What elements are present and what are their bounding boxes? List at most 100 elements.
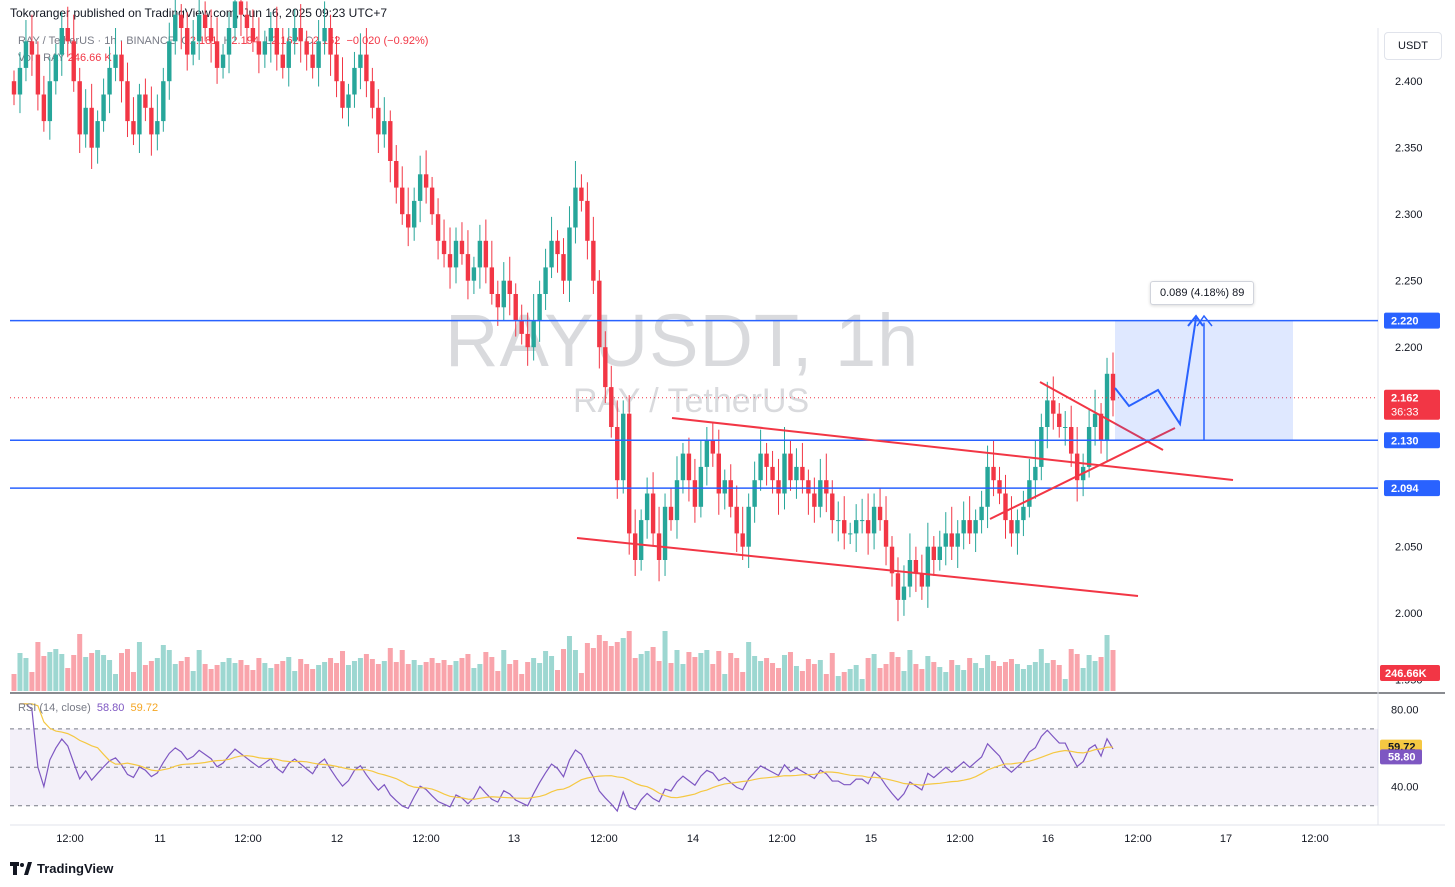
volume-bar	[172, 664, 178, 691]
candle-body	[537, 294, 542, 321]
volume-bar	[280, 661, 286, 691]
candle-body	[173, 14, 178, 42]
rsi-tag-label: 58.80	[1388, 751, 1416, 763]
volume-legend[interactable]: Vol · RAY 246.66 K	[18, 52, 112, 64]
candle-body	[29, 41, 35, 55]
candle-body	[913, 560, 919, 574]
candle-body	[113, 54, 118, 68]
candle-body	[853, 520, 859, 534]
candle-body	[358, 54, 363, 68]
x-tick-label: 12:00	[1124, 833, 1152, 845]
candle-body	[346, 94, 351, 108]
candle-body	[752, 480, 757, 507]
candle-body	[650, 493, 656, 534]
volume-bar	[680, 664, 686, 691]
candle-body	[573, 187, 578, 228]
volume-bar	[668, 663, 674, 691]
volume-bar	[859, 679, 865, 691]
candle-body	[692, 480, 698, 507]
candle-body	[937, 546, 942, 560]
volume-bar	[83, 657, 89, 691]
volume-bar	[363, 654, 369, 691]
candle-body	[304, 41, 309, 55]
volume-bar	[202, 664, 208, 691]
tradingview-brand[interactable]: TradingView	[10, 861, 113, 876]
candle-body	[859, 520, 865, 522]
volume-bar	[142, 665, 148, 691]
rsi-legend[interactable]: RSI (14, close) 58.80 59.72	[18, 702, 158, 714]
candle-body	[465, 254, 471, 281]
volume-bar	[232, 663, 238, 691]
volume-bar	[119, 653, 125, 691]
volume-bar	[793, 666, 799, 691]
volume-bar	[979, 668, 985, 691]
level-tag	[1384, 432, 1440, 449]
rsi-value: 58.80	[96, 702, 125, 714]
candle-body	[585, 200, 590, 241]
volume-bar	[608, 646, 614, 691]
candle-body	[394, 161, 399, 188]
x-tick-label: 12	[331, 833, 343, 845]
candle-body	[256, 41, 262, 55]
volume-bar	[901, 671, 907, 691]
volume-bar	[829, 653, 835, 691]
candle-body	[477, 240, 483, 268]
projection-path	[1114, 317, 1197, 427]
candle-body	[185, 28, 190, 55]
volume-bar	[148, 661, 154, 691]
volume-bar	[847, 669, 853, 691]
volume-bar	[101, 655, 107, 691]
level-tag	[1384, 312, 1440, 329]
volume-bar	[1062, 679, 1068, 691]
volume-bar	[429, 658, 435, 691]
candle-body	[627, 413, 632, 534]
volume-bar	[513, 660, 519, 691]
volume-bar	[698, 653, 704, 691]
volume-bar	[507, 664, 513, 691]
candle-body	[591, 240, 596, 281]
candle-body	[722, 480, 727, 494]
x-tick-label: 12:00	[56, 833, 84, 845]
y-tick-label: 2.300	[1395, 209, 1423, 221]
volume-bar	[973, 663, 979, 691]
volume-bar	[758, 661, 764, 691]
volume-bar	[1020, 669, 1026, 691]
candle-body	[23, 41, 29, 68]
x-tick-label: 11	[154, 833, 165, 845]
volume-bar	[11, 674, 17, 691]
candle-body	[632, 533, 638, 560]
candle-body	[214, 41, 220, 68]
volume-bar	[1074, 654, 1080, 691]
volume-bar	[95, 650, 101, 691]
candle-body	[322, 28, 327, 42]
volume-bar	[764, 658, 770, 691]
volume-bar	[1008, 659, 1014, 691]
volume-bar	[722, 674, 728, 691]
volume-bar	[35, 642, 41, 691]
currency-button[interactable]: USDT	[1384, 32, 1442, 60]
level-label: 2.130	[1391, 435, 1419, 447]
volume-bar	[435, 663, 441, 691]
candle-body	[525, 333, 530, 348]
candle-body	[782, 453, 787, 494]
candle-body	[967, 520, 972, 534]
volume-bar	[656, 661, 662, 691]
candle-body	[812, 493, 817, 507]
candle-body	[71, 41, 76, 82]
volume-bar	[692, 657, 698, 691]
volume-bar	[620, 638, 626, 691]
candle-body	[1009, 520, 1014, 534]
candle-body	[220, 54, 226, 68]
volume-bar	[298, 659, 304, 691]
candle-body	[644, 493, 650, 521]
candle-body	[961, 520, 966, 534]
volume-bar	[865, 658, 871, 691]
candle-body	[949, 533, 954, 547]
candle-body	[65, 28, 70, 42]
candle-body	[513, 294, 518, 321]
volume-bar	[411, 660, 417, 691]
volume-bar	[716, 651, 722, 691]
candle-body	[53, 54, 59, 82]
volume-bar	[1092, 661, 1098, 691]
